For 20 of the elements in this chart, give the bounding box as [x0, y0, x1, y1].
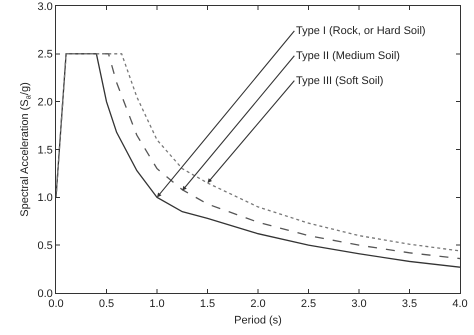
- x-tick-label: 3.5: [402, 298, 418, 310]
- x-axis-title: Period (s): [234, 314, 282, 326]
- x-tick-label: 2.5: [300, 298, 316, 310]
- x-tick-label: 0.5: [98, 298, 114, 310]
- x-tick-label: 3.0: [351, 298, 367, 310]
- x-tick-label: 2.0: [250, 298, 266, 310]
- y-tick-label: 1.5: [38, 144, 53, 156]
- y-tick-label: 2.0: [38, 96, 53, 109]
- x-tick-label: 1.5: [200, 298, 216, 310]
- y-tick-label: 3.0: [38, 0, 53, 13]
- y-tick-label: 0.0: [38, 288, 53, 300]
- x-tick-label: 0.0: [48, 298, 64, 310]
- y-tick-label: 0.5: [38, 240, 53, 252]
- y-tick-label: 2.5: [38, 48, 53, 61]
- annotation: Type III (Soft Soil): [296, 75, 384, 87]
- x-tick-label: 4.0: [452, 298, 468, 310]
- y-tick-label: 1.0: [38, 192, 53, 204]
- x-tick-label: 1.0: [149, 298, 165, 310]
- annotation: Type II (Medium Soil): [296, 50, 400, 62]
- annotation: Type I (Rock, or Hard Soil): [296, 25, 426, 37]
